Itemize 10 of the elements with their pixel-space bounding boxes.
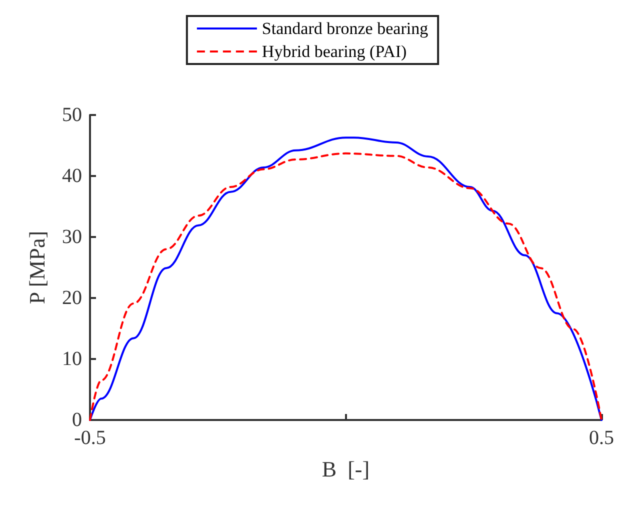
y-tick-label: 50 [62,104,82,126]
y-tick-label: 20 [62,287,82,309]
y-tick-label: 30 [62,226,82,248]
y-tick-label: 40 [62,165,82,187]
x-axis-title: B [-] [322,456,370,482]
legend-label: Standard bronze bearing [262,19,429,38]
legend-label: Hybrid bearing (PAI) [262,42,407,61]
y-axis-title: P [MPa] [24,230,50,304]
x-tick-label: 0.5 [589,427,614,449]
y-tick-label: 10 [62,348,82,370]
